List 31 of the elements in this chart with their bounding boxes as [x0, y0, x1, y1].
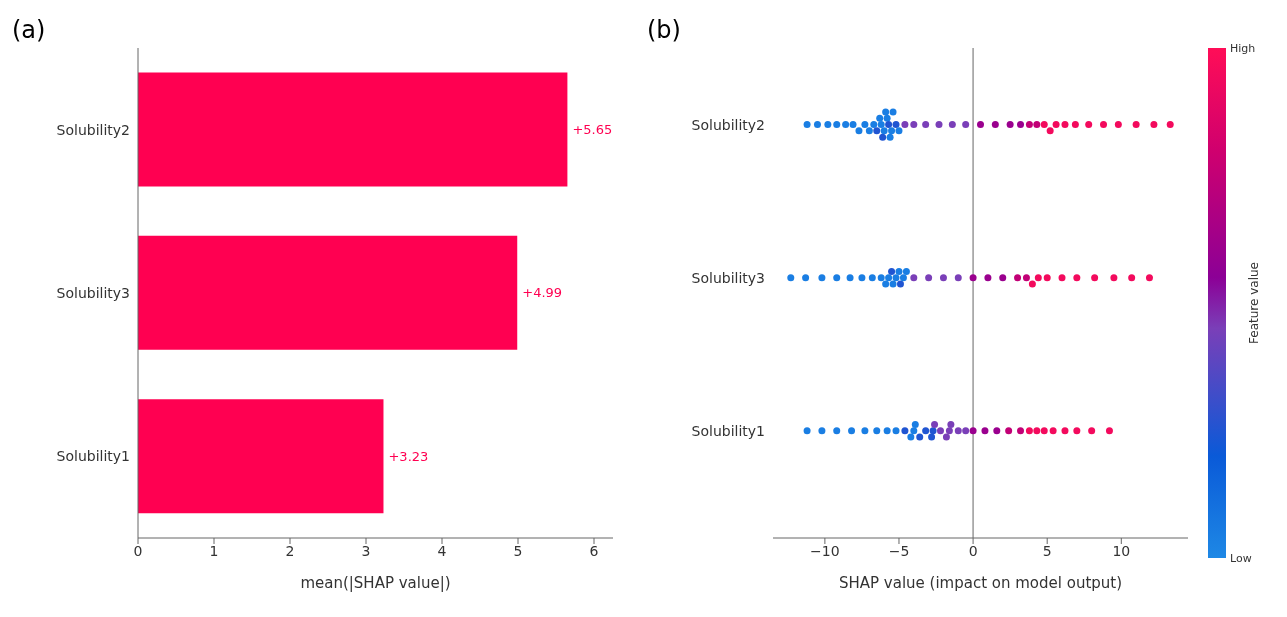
x-axis-title: SHAP value (impact on model output)	[838, 574, 1123, 592]
y-tick-label: Solubility1	[691, 422, 765, 439]
y-tick-label: Solubility1	[56, 448, 130, 465]
x-tick-label: 5	[513, 542, 523, 559]
color-bar-title: Feature value	[1247, 262, 1261, 344]
x-tick-label: 1	[209, 542, 219, 559]
x-tick-label: 0	[133, 542, 143, 559]
x-tick-label: 10	[1112, 542, 1131, 559]
text: (a)	[12, 16, 46, 44]
bar	[138, 235, 518, 350]
x-tick-label: 3	[361, 542, 371, 559]
data-label: +3.23	[388, 448, 429, 464]
x-tick-label: −10	[810, 542, 840, 559]
x-tick-label: 2	[285, 542, 295, 559]
x-tick-label: 0	[968, 542, 978, 559]
x-tick-label: 5	[1042, 542, 1052, 559]
y-tick-label: Solubility2	[56, 121, 130, 138]
y-tick-label: Solubility3	[56, 284, 130, 301]
bar	[138, 399, 384, 514]
data-label: +5.65	[572, 122, 613, 138]
x-tick-label: 4	[437, 542, 447, 559]
color-bar-label: High	[1230, 42, 1256, 55]
text: (b)	[647, 16, 681, 44]
y-tick-label: Solubility2	[691, 116, 765, 133]
color-bar-label: Low	[1230, 552, 1252, 565]
x-axis-title: mean(|SHAP value|)	[300, 574, 451, 592]
y-tick-label: Solubility3	[691, 269, 765, 286]
x-tick-label: 6	[589, 542, 599, 559]
bar	[138, 72, 568, 187]
data-label: +4.99	[522, 285, 563, 301]
x-tick-label: −5	[888, 542, 910, 559]
